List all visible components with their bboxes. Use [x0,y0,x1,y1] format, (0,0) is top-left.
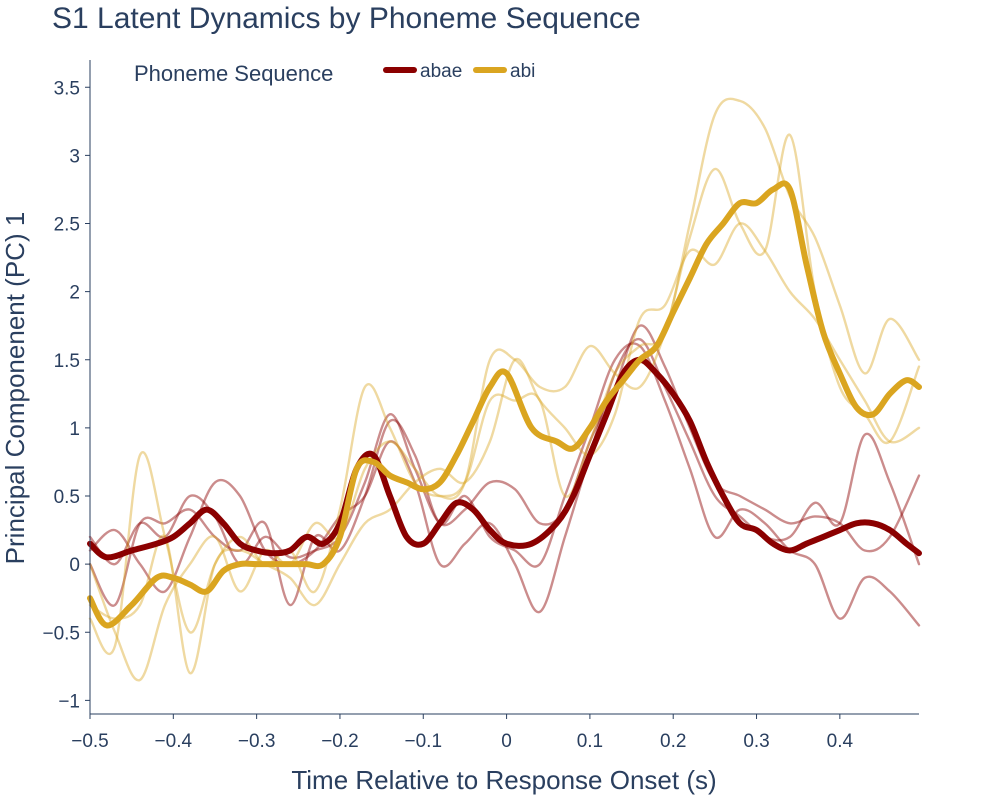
legend-title: Phoneme Sequence [134,61,333,86]
trial-line [88,222,921,675]
y-tick-label: 0.5 [54,487,80,508]
chart-title: S1 Latent Dynamics by Phoneme Sequence [52,2,641,35]
axes: −0.5 −0.4 −0.3 −0.2 −0.1 0 0.1 0.2 0.3 0.4 −1−0.5… [42,60,919,752]
y-tick-label: 1.5 [54,351,80,372]
x-tick-label: −0.4 [155,731,193,752]
mean-lines [87,180,922,629]
trial-line [88,324,921,566]
x-tick-label: 0.4 [827,731,854,752]
x-tick-label: −0.3 [238,731,276,752]
legend: Phoneme Sequence abae abi [134,61,535,86]
x-ticks: −0.5 −0.4 −0.3 −0.2 −0.1 0 0.1 0.2 0.3 0.4 [71,714,853,752]
x-tick-label: −0.1 [405,731,443,752]
trial-line [88,97,921,656]
y-tick-label: 1 [69,419,80,440]
legend-label-abi: abi [510,61,535,82]
mean-line-abae [87,356,922,561]
legend-label-abae: abae [420,61,462,82]
x-axis-title: Time Relative to Response Onset (s) [291,765,716,795]
x-tick-label: 0.1 [577,731,603,752]
trial-line [88,338,921,614]
y-tick-label: 3 [69,146,80,167]
x-tick-label: 0 [501,731,512,752]
y-axis-title: Principal Componenent (PC) 1 [0,212,30,565]
legend-items: abae abi [383,61,535,82]
x-tick-label: −0.5 [71,731,109,752]
y-tick-label: −0.5 [42,623,80,644]
y-tick-label: 2.5 [54,215,80,236]
trial-line [88,342,921,627]
mean-line-abi [87,180,922,629]
y-tick-label: −1 [58,691,80,712]
y-tick-label: 2 [69,283,80,304]
trial-lines [88,97,921,682]
x-tick-label: −0.2 [321,731,359,752]
x-tick-label: 0.2 [660,731,686,752]
y-tick-label: 3.5 [54,78,80,99]
y-tick-label: 0 [69,555,80,576]
x-tick-label: 0.3 [743,731,769,752]
y-ticks: −1 −0.5 0 0.5 1 1.5 2 2.5 3 3.5 [42,78,90,712]
